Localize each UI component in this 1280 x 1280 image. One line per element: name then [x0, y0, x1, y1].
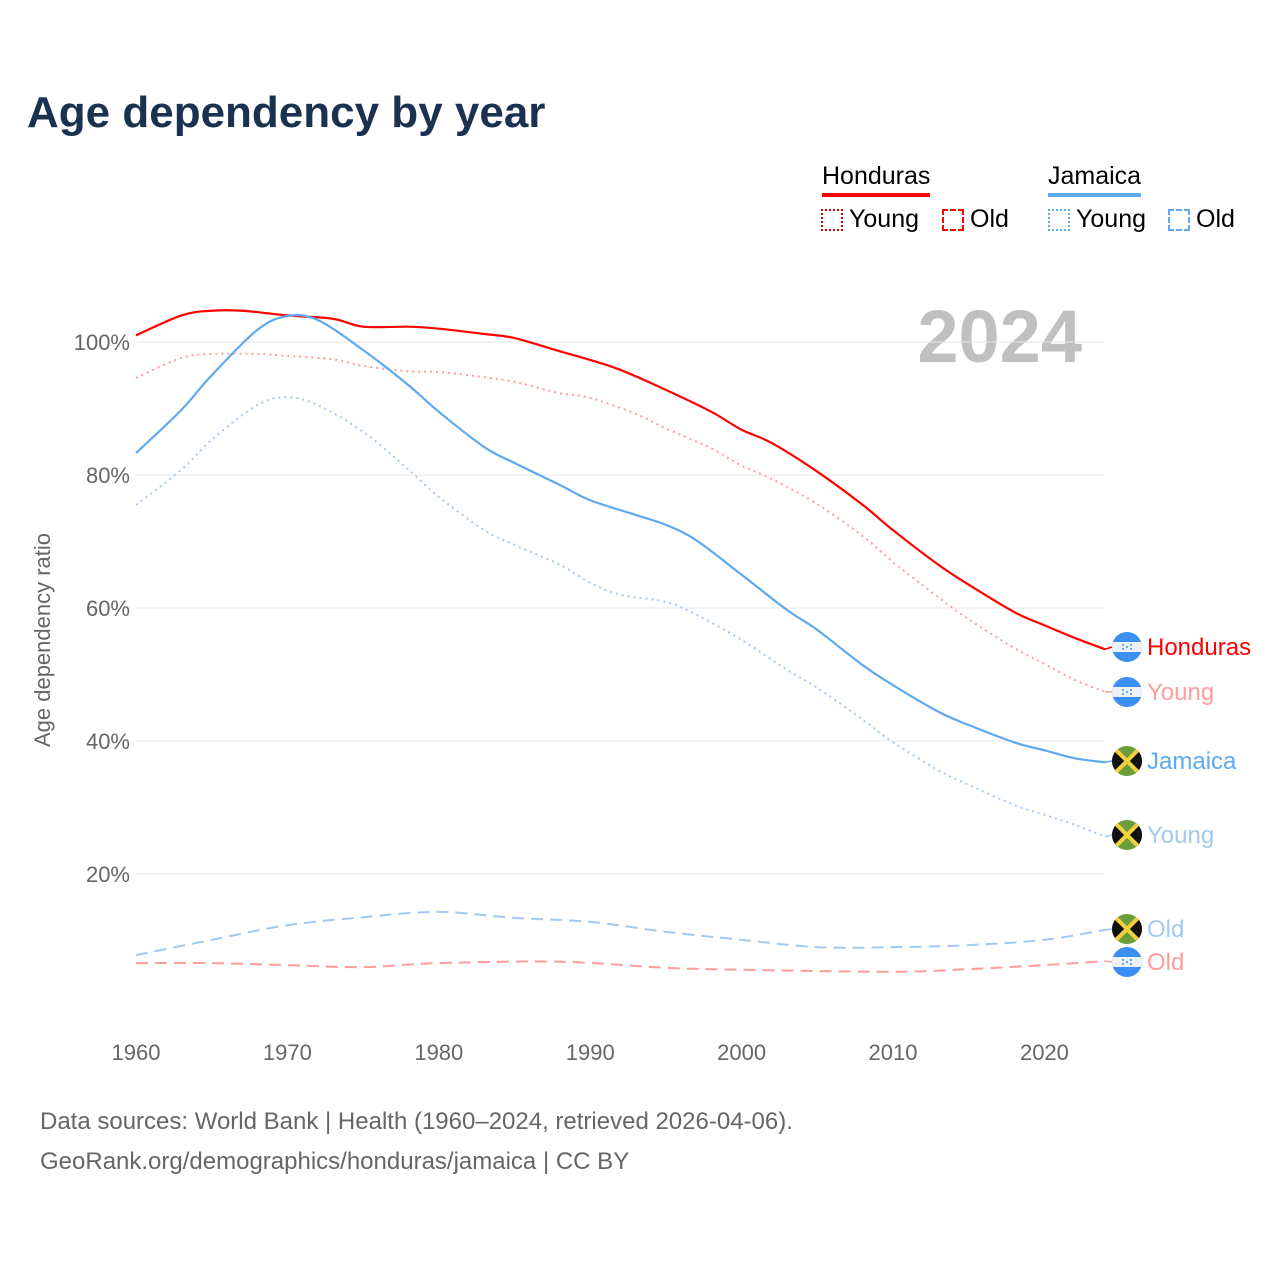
x-tick-label: 2010	[869, 1040, 918, 1065]
label-connector	[1104, 928, 1113, 931]
jamaica-flag-icon	[1112, 746, 1142, 776]
y-tick-label: 60%	[86, 596, 130, 621]
flag-star	[1122, 644, 1124, 646]
flag-star	[1130, 689, 1132, 691]
y-tick-label: 20%	[86, 862, 130, 887]
series-end-label: Young	[1147, 822, 1214, 849]
label-connector	[1104, 834, 1113, 838]
flag-saltire	[1112, 914, 1142, 944]
dashed-swatch-icon	[942, 208, 964, 231]
series-end-label: Jamaica	[1147, 748, 1237, 775]
honduras-flag-icon	[1112, 677, 1142, 707]
x-tick-label: 1970	[263, 1040, 312, 1065]
dotted-swatch-icon	[821, 208, 843, 231]
x-tick-label: 1990	[566, 1040, 615, 1065]
label-connector	[1104, 646, 1113, 650]
footer-sources: Data sources: World Bank | Health (1960–…	[40, 1108, 793, 1135]
flag-star	[1126, 691, 1128, 693]
jamaica-flag-icon	[1112, 914, 1142, 944]
series-line-jamaica-old	[135, 910, 1106, 957]
flag-triangle	[1112, 820, 1127, 850]
flag-saltire	[1112, 820, 1142, 850]
flag-star	[1122, 959, 1124, 961]
y-tick-label: 40%	[86, 729, 130, 754]
y-axis-label: Age dependency ratio	[30, 533, 55, 747]
dotted-swatch-icon	[1048, 208, 1070, 231]
series-end-label: Young	[1147, 679, 1214, 706]
series-end-label: Old	[1147, 916, 1184, 943]
flag-star	[1126, 961, 1128, 963]
flag-star	[1130, 693, 1132, 695]
flag-triangle	[1112, 746, 1127, 776]
label-connector	[1104, 960, 1113, 963]
y-tick-label: 80%	[86, 463, 130, 488]
honduras-flag-icon	[1112, 632, 1142, 662]
flag-triangle	[1112, 914, 1127, 944]
flag-star	[1122, 689, 1124, 691]
flag-triangle	[1127, 820, 1142, 850]
honduras-flag-icon	[1112, 947, 1142, 977]
flag-star	[1122, 693, 1124, 695]
flag-star	[1130, 644, 1132, 646]
label-connector	[1104, 760, 1113, 764]
flag-star	[1130, 963, 1132, 965]
legend-jamaica-young[interactable]: Young	[1048, 205, 1146, 234]
flag-saltire	[1112, 746, 1142, 776]
series-line-honduras-old	[135, 960, 1106, 973]
series-end-label: Honduras	[1147, 634, 1251, 661]
x-tick-label: 1980	[414, 1040, 463, 1065]
y-tick-label: 100%	[74, 330, 130, 355]
x-tick-label: 2000	[717, 1040, 766, 1065]
legend-jamaica-title[interactable]: Jamaica	[1048, 162, 1142, 197]
legend-honduras-title[interactable]: Honduras	[822, 162, 931, 197]
legend-jamaica-old[interactable]: Old	[1168, 205, 1235, 234]
footer-link[interactable]: GeoRank.org/demographics/honduras/jamaic…	[40, 1148, 630, 1175]
legend-honduras-old[interactable]: Old	[942, 205, 1009, 234]
flag-star	[1122, 648, 1124, 650]
series-line-honduras-young	[135, 352, 1106, 693]
series-end-label: Old	[1147, 949, 1184, 976]
flag-star	[1130, 959, 1132, 961]
jamaica-flag-icon	[1112, 820, 1142, 850]
year-watermark: 2024	[917, 295, 1082, 378]
x-tick-label: 2020	[1020, 1040, 1069, 1065]
x-tick-label: 1960	[112, 1040, 161, 1065]
flag-star	[1122, 963, 1124, 965]
chart-title: Age dependency by year	[27, 88, 546, 137]
flag-triangle	[1127, 914, 1142, 944]
flag-star	[1126, 646, 1128, 648]
flag-triangle	[1127, 746, 1142, 776]
flag-star	[1130, 648, 1132, 650]
dashed-swatch-icon	[1168, 208, 1190, 231]
series-line-jamaica	[135, 314, 1106, 764]
series-line-jamaica-young	[135, 396, 1106, 838]
legend-honduras-young[interactable]: Young	[821, 205, 919, 234]
